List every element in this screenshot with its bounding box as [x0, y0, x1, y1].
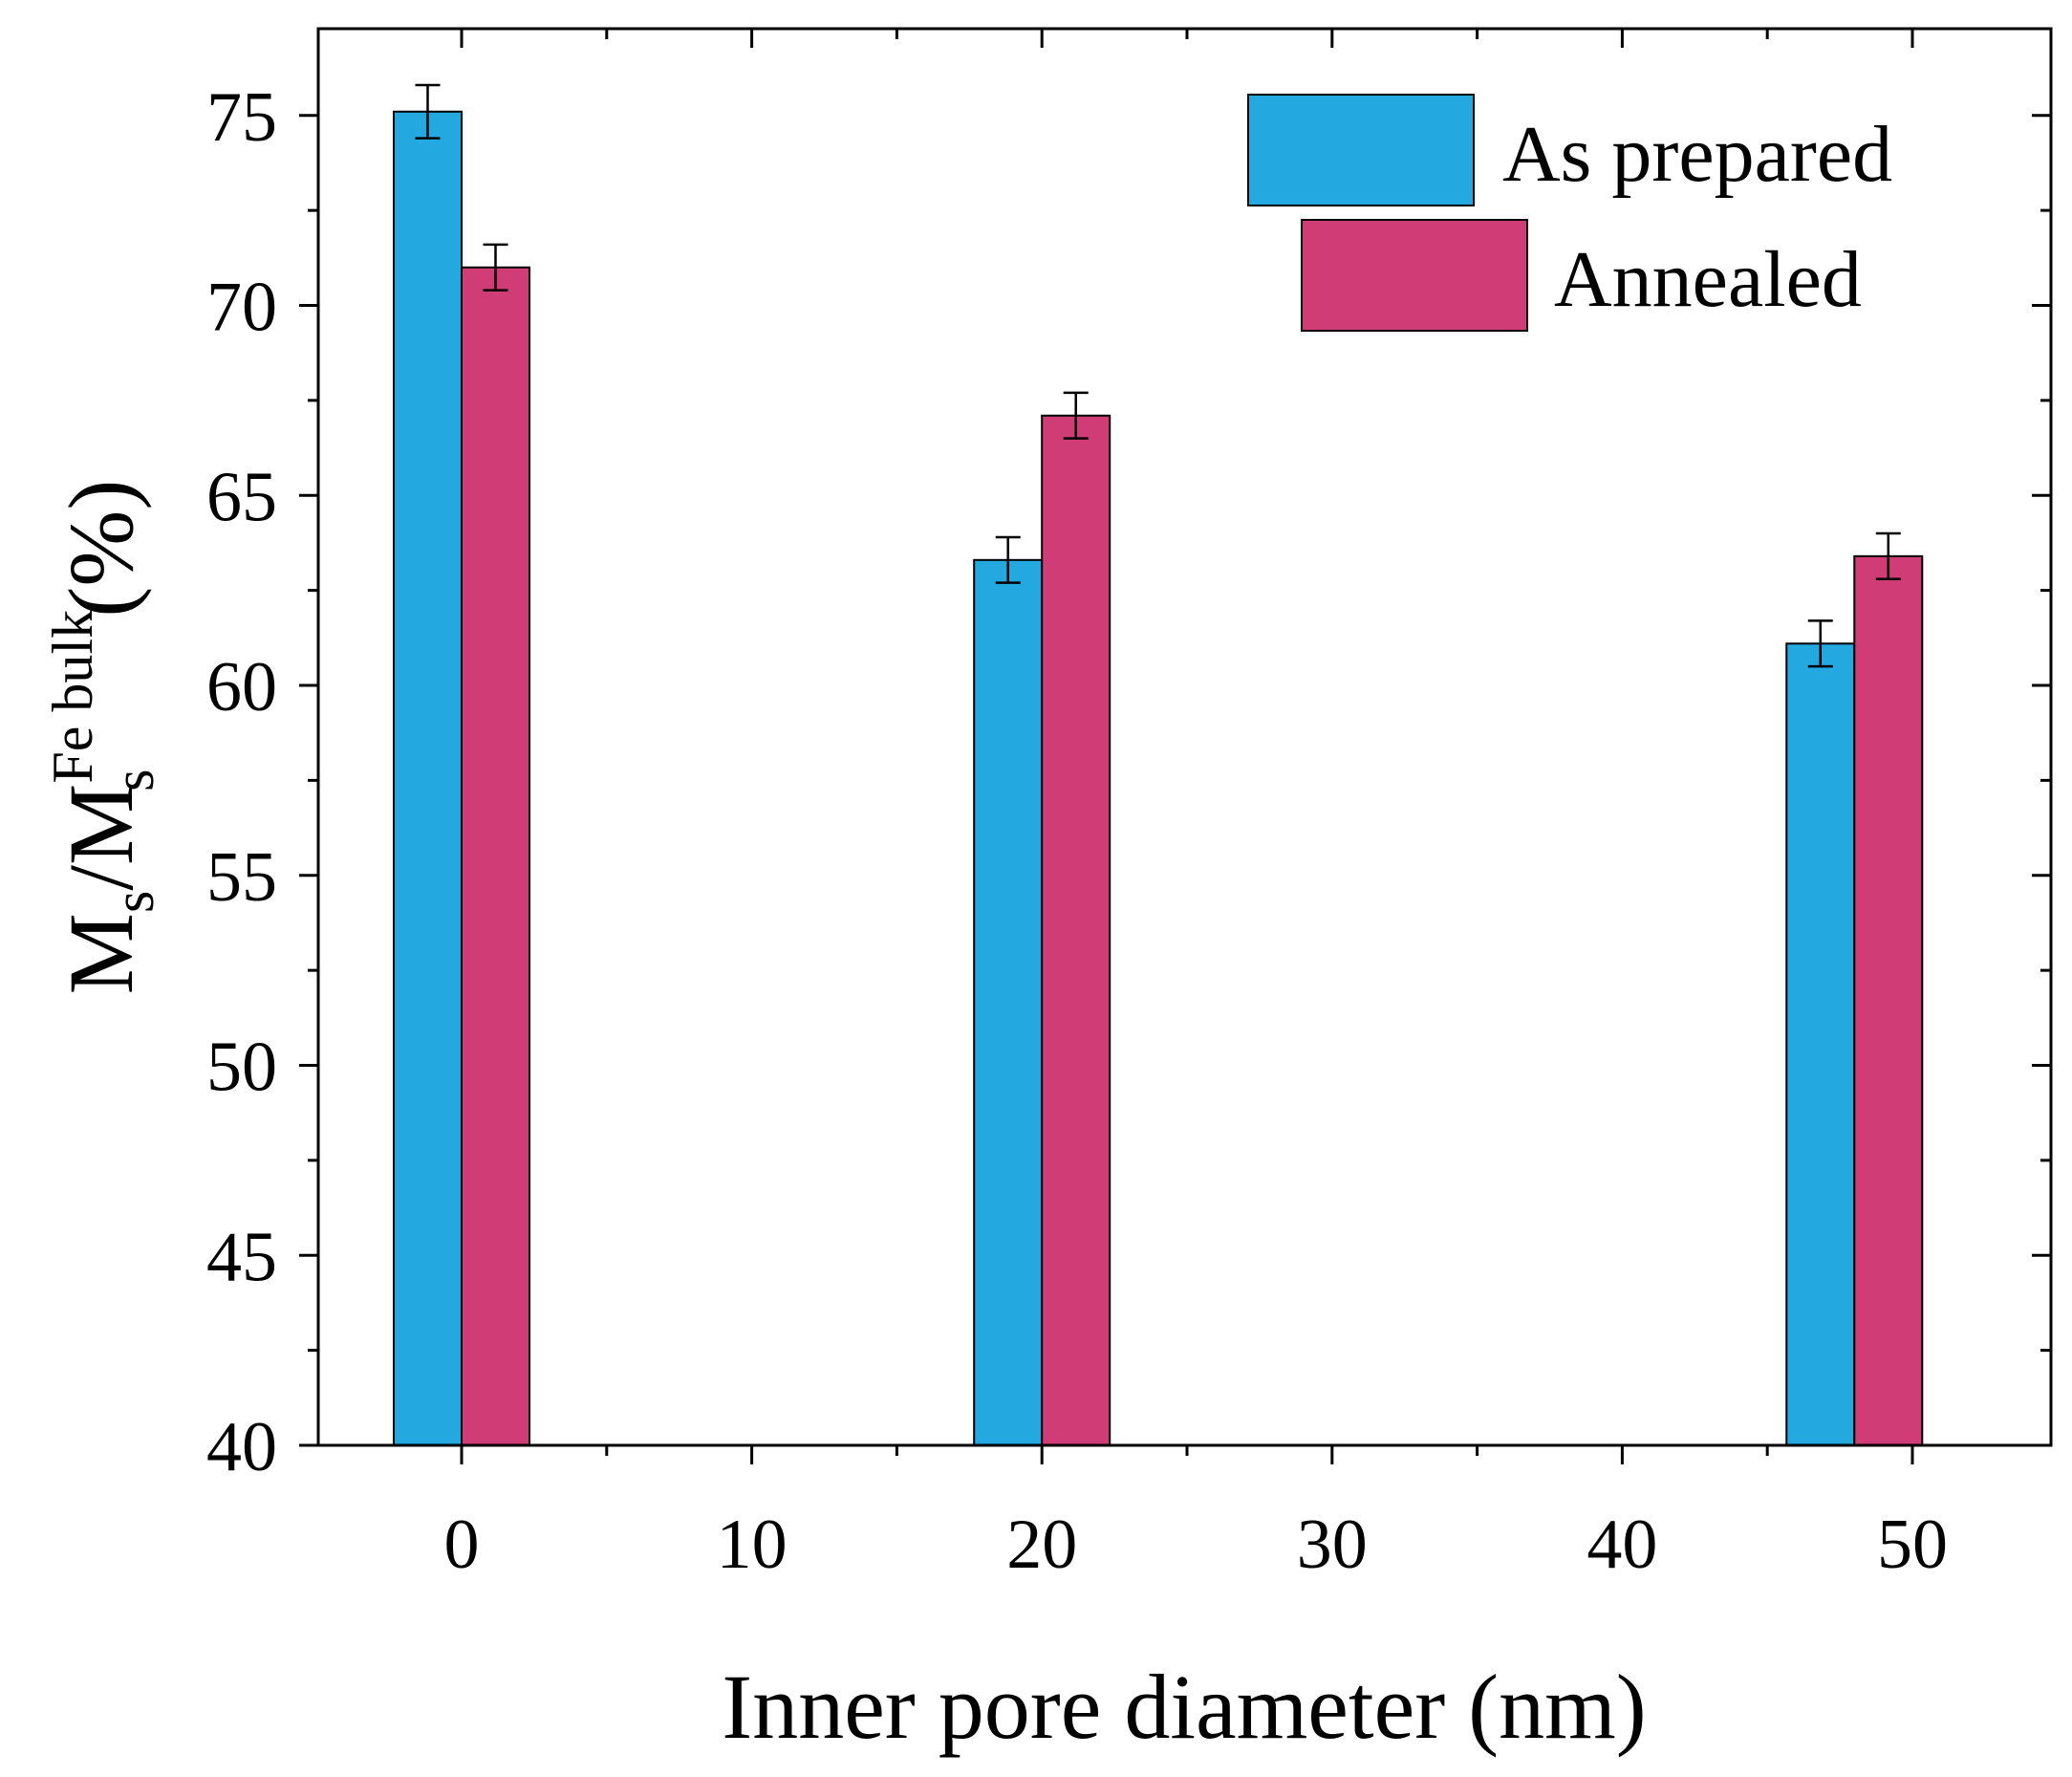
x-tick-label-0: 0	[444, 1506, 480, 1584]
y-tick-label-60: 60	[206, 648, 277, 726]
bar-as-prepared-20	[973, 558, 1044, 1446]
plot-frame	[316, 27, 2053, 1447]
errorbars-layer	[415, 83, 1901, 668]
y-tick-label-50: 50	[206, 1029, 277, 1107]
bar-as-prepared-48	[1785, 642, 1856, 1446]
bar-annealed-0	[461, 266, 530, 1446]
y-axis-title-sub1: s	[102, 891, 165, 913]
y-tick-label-65: 65	[206, 458, 277, 536]
y-axis-title-sub2: s	[102, 769, 165, 791]
x-axis-title: Inner pore diameter (nm)	[722, 1656, 1647, 1758]
bars-layer	[393, 110, 1924, 1446]
y-axis-title-base: M	[50, 913, 152, 994]
x-tick-label-20: 20	[1006, 1506, 1077, 1584]
bar-annealed-48	[1853, 554, 1924, 1446]
legend-label-annealed: Annealed	[1554, 235, 1862, 324]
ticks-layer	[299, 29, 2051, 1464]
bar-as-prepared-0	[393, 110, 463, 1446]
y-axis-title-unit: (%)	[50, 480, 152, 640]
y-tick-labels: 40 45 50 55 60 65 70 75	[206, 78, 277, 1486]
legend-swatch-as-prepared	[1247, 94, 1475, 206]
legend: As prepared Annealed	[1247, 94, 1892, 332]
x-tick-label-50: 50	[1877, 1506, 1948, 1584]
x-tick-label-30: 30	[1297, 1506, 1368, 1584]
legend-swatch-annealed	[1301, 219, 1528, 332]
x-tick-label-40: 40	[1586, 1506, 1657, 1584]
y-tick-label-40: 40	[206, 1408, 277, 1486]
y-tick-label-70: 70	[206, 269, 277, 347]
y-tick-label-55: 55	[206, 838, 277, 917]
y-tick-label-45: 45	[206, 1218, 277, 1296]
y-axis-title-sup: Fe bulk	[41, 610, 104, 784]
x-tick-labels: 0 10 20 30 40 50	[444, 1506, 1949, 1584]
bar-annealed-20	[1041, 414, 1112, 1446]
y-axis-title: Ms/MFe bulks (%)	[41, 480, 165, 995]
y-tick-label-75: 75	[206, 78, 277, 157]
legend-label-as-prepared: As prepared	[1502, 110, 1892, 199]
y-axis-title-slash: /M	[50, 784, 152, 891]
x-tick-label-10: 10	[717, 1506, 788, 1584]
